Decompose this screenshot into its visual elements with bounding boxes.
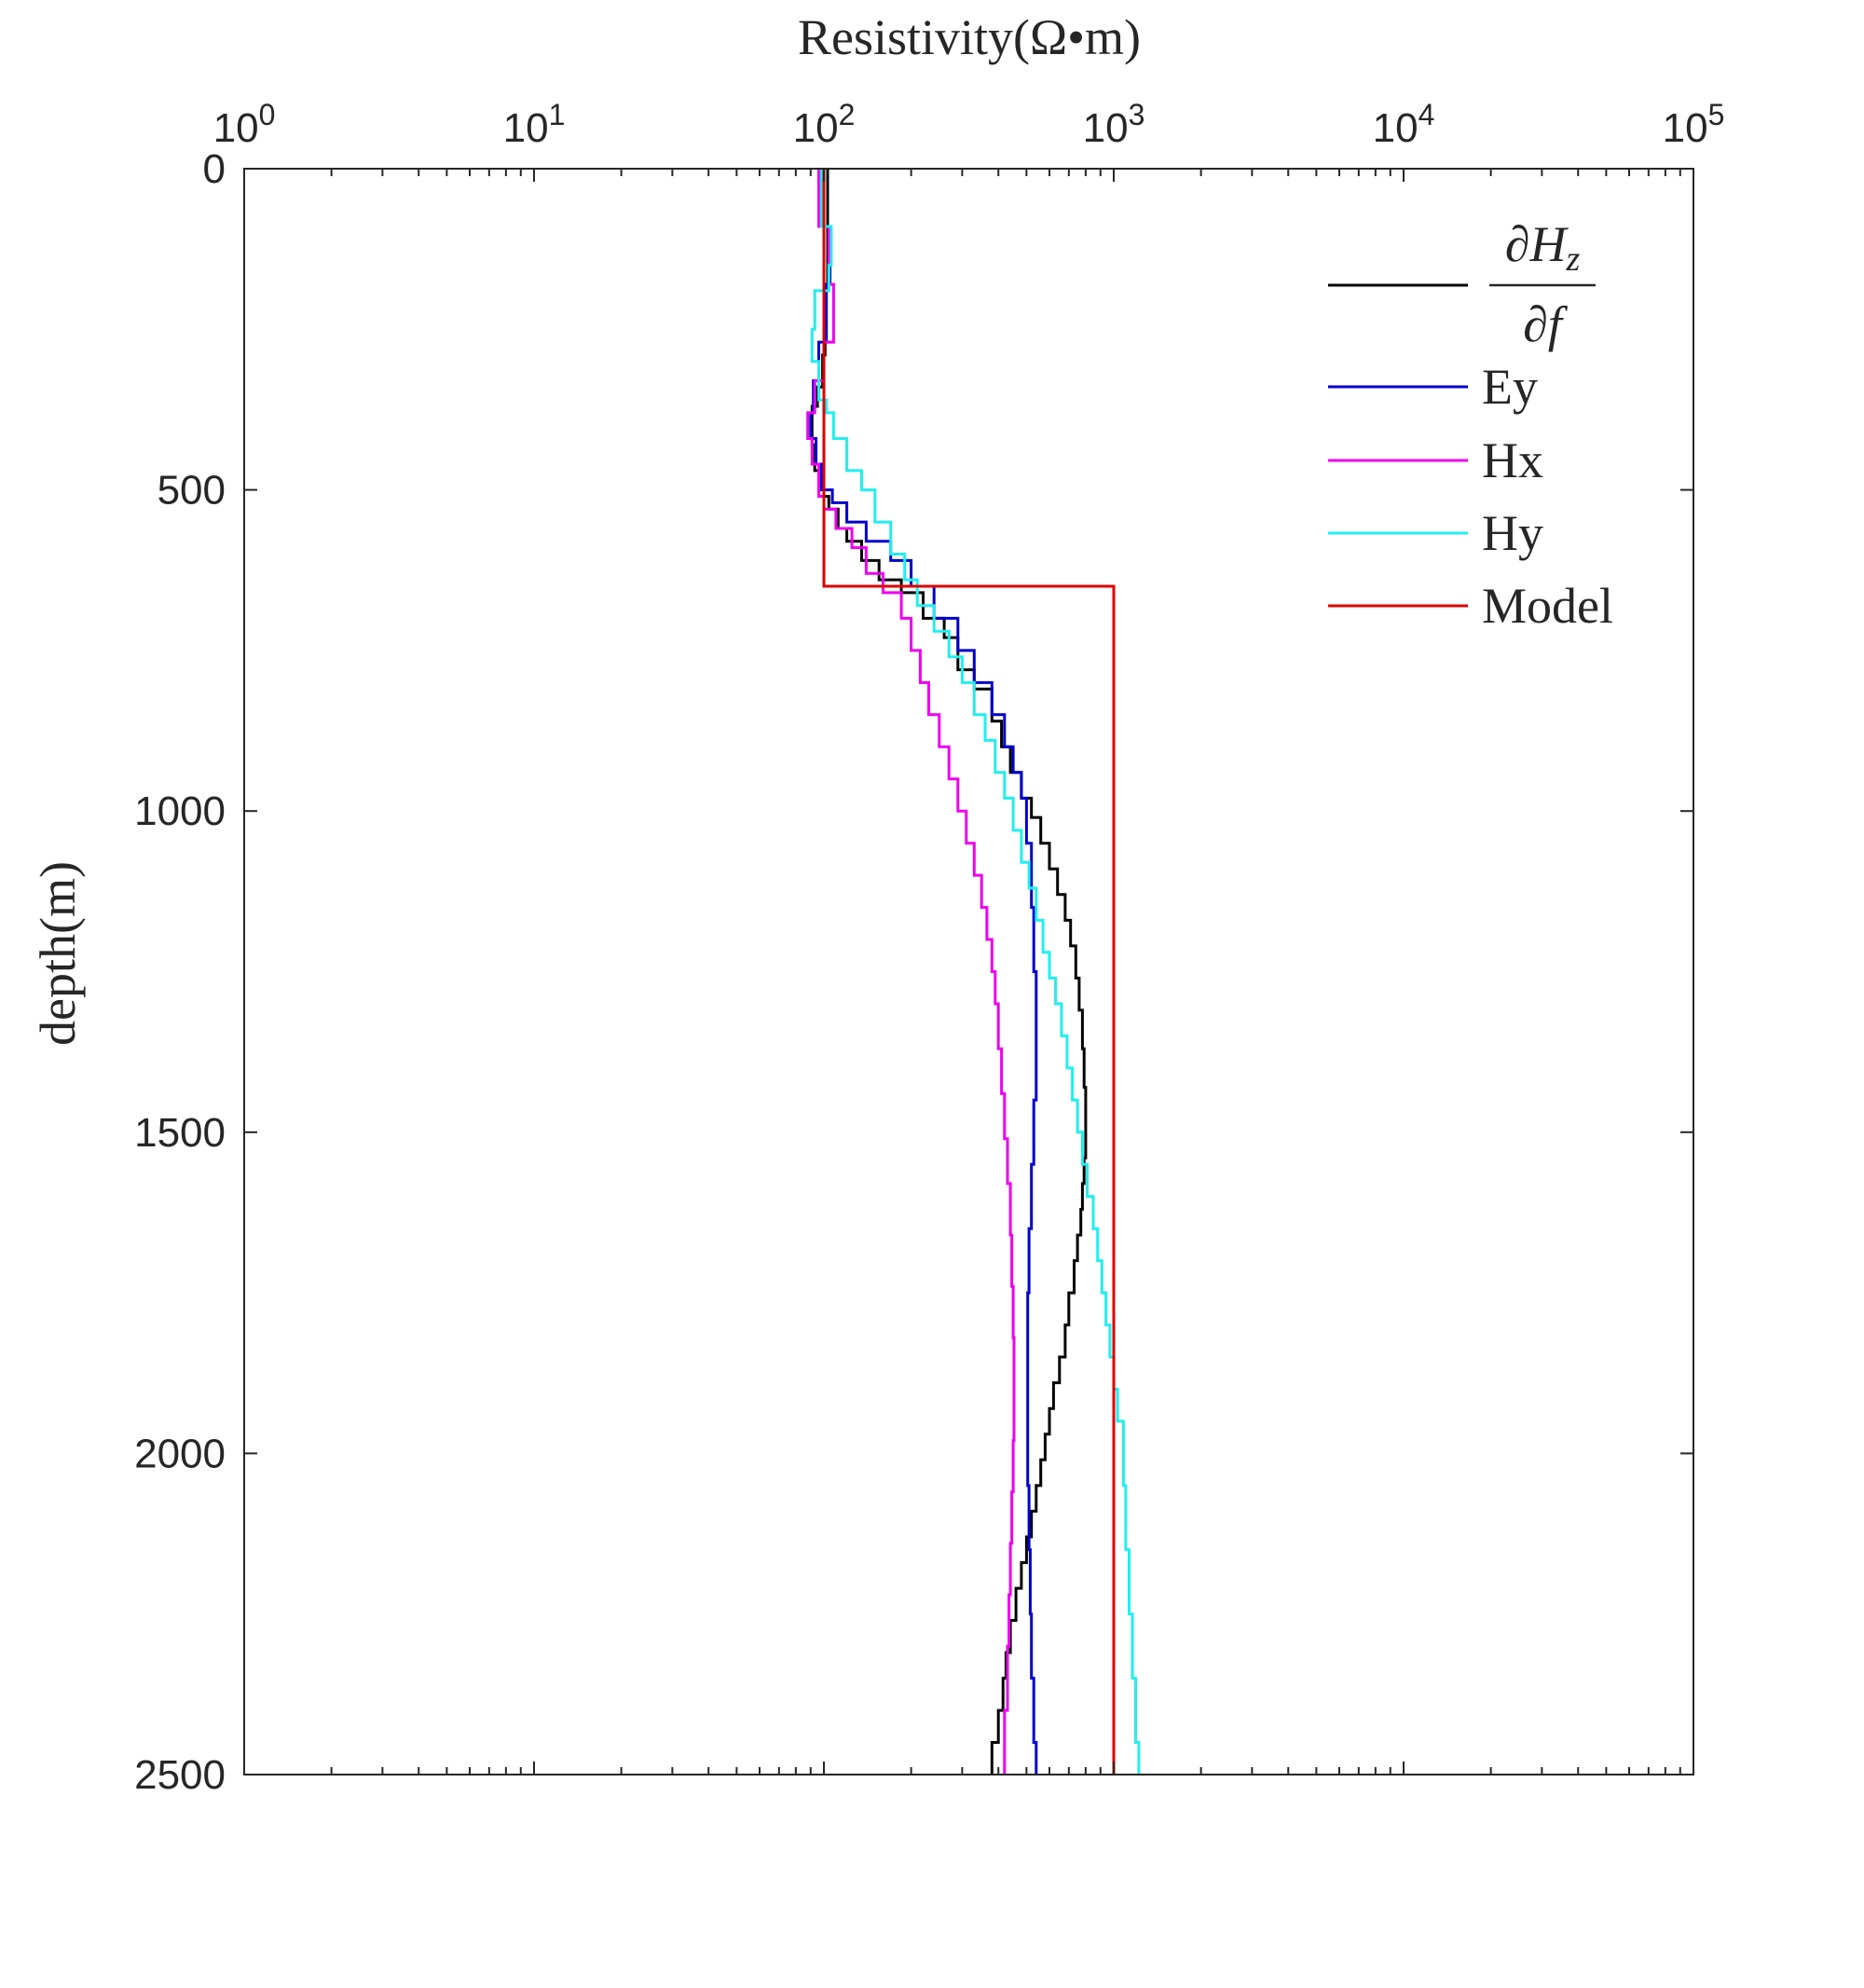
legend-label-ey: Ey (1482, 359, 1538, 415)
series-line-model (822, 169, 1116, 1775)
partial-symbol: ∂ (1505, 216, 1530, 272)
x-tick-label: 100 (213, 98, 276, 151)
x-tick-label-exponent: 1 (549, 98, 566, 131)
legend-label-numerator: ∂Hz (1505, 216, 1581, 279)
y-tick-label: 1000 (134, 788, 226, 834)
legend-label-denominator: ∂f (1523, 296, 1569, 352)
x-tick-label-base: 10 (1083, 105, 1129, 151)
y-tick-label: 2500 (134, 1752, 226, 1798)
y-tick-label: 2000 (134, 1431, 226, 1476)
legend-label-hy: Hy (1482, 505, 1543, 561)
x-tick-label: 101 (503, 98, 566, 151)
legend-label-dhz-df: ∂Hz∂f (1489, 216, 1596, 352)
numerator-variable: H (1528, 216, 1569, 272)
plot-frame (243, 168, 1694, 1775)
x-tick-label-exponent: 0 (259, 98, 276, 131)
x-tick-label: 105 (1663, 98, 1725, 151)
y-tick-label: 1500 (134, 1110, 226, 1156)
x-tick-label-base: 10 (1373, 105, 1419, 151)
tick-layer (243, 168, 1694, 1775)
legend-label-hx: Hx (1482, 432, 1543, 488)
x-tick-label: 104 (1373, 98, 1435, 151)
series-layer (806, 169, 1141, 1775)
y-axis-label: depth(m) (30, 861, 86, 1046)
x-axis-label: Resistivity(Ω•m) (798, 9, 1141, 65)
x-tick-label-base: 10 (503, 105, 549, 151)
x-tick-label-base: 10 (1663, 105, 1708, 151)
series-line-hx (806, 169, 1016, 1775)
x-tick-label: 103 (1083, 98, 1145, 151)
x-tick-label-base: 10 (213, 105, 259, 151)
x-tick-label: 102 (793, 98, 856, 151)
x-tick-label-exponent: 3 (1129, 98, 1145, 131)
y-tick-label: 500 (158, 468, 226, 514)
x-tick-label-exponent: 4 (1419, 98, 1435, 131)
legend-label-model: Model (1482, 578, 1613, 634)
x-tick-labels: 100 101 102 103 104 105 (213, 98, 1725, 151)
numerator-subscript: z (1565, 240, 1580, 279)
partial-symbol: ∂ (1523, 296, 1548, 352)
x-tick-label-exponent: 5 (1708, 98, 1725, 131)
y-tick-labels: 0 500 1000 1500 2000 2500 (134, 146, 226, 1798)
y-tick-label: 0 (203, 146, 226, 192)
x-tick-label-exponent: 2 (839, 98, 856, 131)
x-tick-label-base: 10 (793, 105, 839, 151)
